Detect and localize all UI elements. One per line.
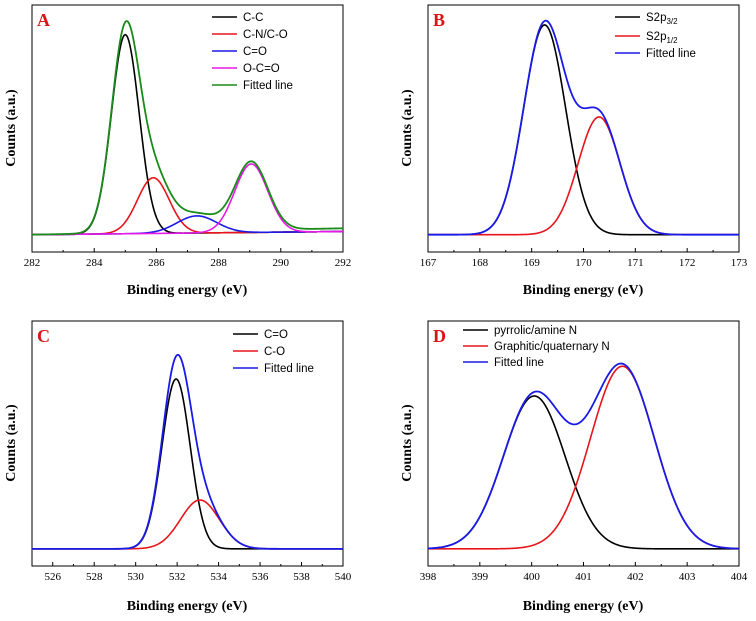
legend-label-fitted-line-d: Fitted line [494,357,544,369]
panel-label-c: C [37,326,50,346]
panel-c: C Binding energy (eV) Counts (a.u.) 526 5… [4,320,352,614]
x-tick-label: 290 [273,257,290,269]
x-axis-title-c: Binding energy (eV) [127,599,248,614]
legend-label-fitted-line-c: Fitted line [264,363,314,375]
x-tick-label: 168 [472,257,489,269]
panel-a: A Binding energy (eV) Counts (a.u.) 282 2… [4,4,352,298]
x-tick-label: 286 [148,257,165,269]
x-tick-label: 538 [293,571,310,583]
x-tick-label: 400 [523,571,540,583]
legend-label-graphitic-quaternary-n: Graphitic/quaternary N [494,341,610,353]
legend-label-fitted-line-b: Fitted line [646,48,696,60]
legend-label-s2p-1-2: S2p1/2 [646,31,678,45]
panel-label-d: D [433,326,446,346]
legend-c: C=O C-O Fitted line [233,329,314,375]
x-tick-label: 540 [335,571,352,583]
x-tick-label: 404 [731,571,748,583]
panel-label-b: B [433,10,445,30]
series-line-s2p-1-2 [427,116,740,236]
legend-d: pyrrolic/amine N Graphitic/quaternary N … [463,325,610,369]
x-tick-label: 401 [575,571,592,583]
series-line-c-o [31,378,344,550]
panel-d: D Binding energy (eV) Counts (a.u.) 398 3… [400,320,748,614]
series-line-c-o [31,499,344,550]
x-tick-label: 284 [86,257,103,269]
x-tick-label: 528 [86,571,103,583]
legend-label-c-c: C-C [243,12,263,24]
series-line-o-c-o [31,163,344,236]
x-tick-label: 399 [472,571,489,583]
series-line-fitted-line [31,20,344,236]
series-line-fitted-line [427,19,740,236]
x-tick-label: 169 [523,257,540,269]
legend-label-c-o: C-O [264,346,285,358]
x-tick-label: 534 [210,571,227,583]
plot-frame-a [31,4,344,253]
legend-label-o-c-eq-o: O-C=O [243,63,280,75]
x-tick-label: 536 [252,571,269,583]
x-axis-title-a: Binding energy (eV) [127,283,248,298]
x-tick-label: 171 [627,257,644,269]
x-tick-label: 173 [731,257,748,269]
series-line-c-n-c-o [31,177,344,236]
x-tick-label: 403 [679,571,696,583]
legend-label-c-eq-o: C=O [243,46,267,58]
panel-b: B Binding energy (eV) Counts (a.u.) 167 1… [400,4,748,298]
x-tick-label: 288 [210,257,227,269]
series-line-c-o [31,215,344,236]
legend-label-s2p-1-2-main: S2p [646,31,666,43]
x-axis-title-b: Binding energy (eV) [523,283,644,298]
legend-label-fitted-line-a: Fitted line [243,80,293,92]
y-axis-title-a: Counts (a.u.) [4,89,19,167]
x-axis-title-d: Binding energy (eV) [523,599,644,614]
x-tick-label: 530 [127,571,144,583]
series-line-fitted-line [427,362,740,550]
plot-frame-b [427,4,740,253]
series-line-c-c [31,33,344,236]
panel-label-a: A [37,10,50,30]
plot-frame-c [31,320,344,567]
legend-label-s2p-3-2-sub: 3/2 [666,17,678,26]
plot-frame-d [427,320,740,567]
x-tick-label: 292 [335,257,352,269]
y-axis-title-d: Counts (a.u.) [400,404,415,482]
x-tick-label: 282 [24,257,41,269]
legend-label-pyrrolic-amine-n: pyrrolic/amine N [494,325,577,337]
y-axis-title-c: Counts (a.u.) [4,404,19,482]
legend-b: S2p3/2 S2p1/2 Fitted line [615,12,696,60]
x-tick-label: 170 [575,257,592,269]
legend-label-s2p-1-2-sub: 1/2 [666,36,678,45]
x-tick-label: 398 [420,571,437,583]
x-tick-label: 167 [420,257,437,269]
x-tick-label: 402 [627,571,644,583]
legend-label-s2p-3-2-main: S2p [646,12,666,24]
series-line-graphitic-quaternary-n [427,365,740,550]
legend-label-c-n-c-o: C-N/C-O [243,29,288,41]
x-tick-label: 532 [169,571,186,583]
series-line-fitted-line [31,353,344,550]
legend-label-c-eq-o-c: C=O [264,329,288,341]
legend-label-s2p-3-2: S2p3/2 [646,12,678,26]
y-axis-title-b: Counts (a.u.) [400,89,415,167]
x-tick-label: 172 [679,257,696,269]
legend-a: C-C C-N/C-O C=O O-C=O Fitted line [212,12,293,92]
x-tick-label: 526 [44,571,61,583]
